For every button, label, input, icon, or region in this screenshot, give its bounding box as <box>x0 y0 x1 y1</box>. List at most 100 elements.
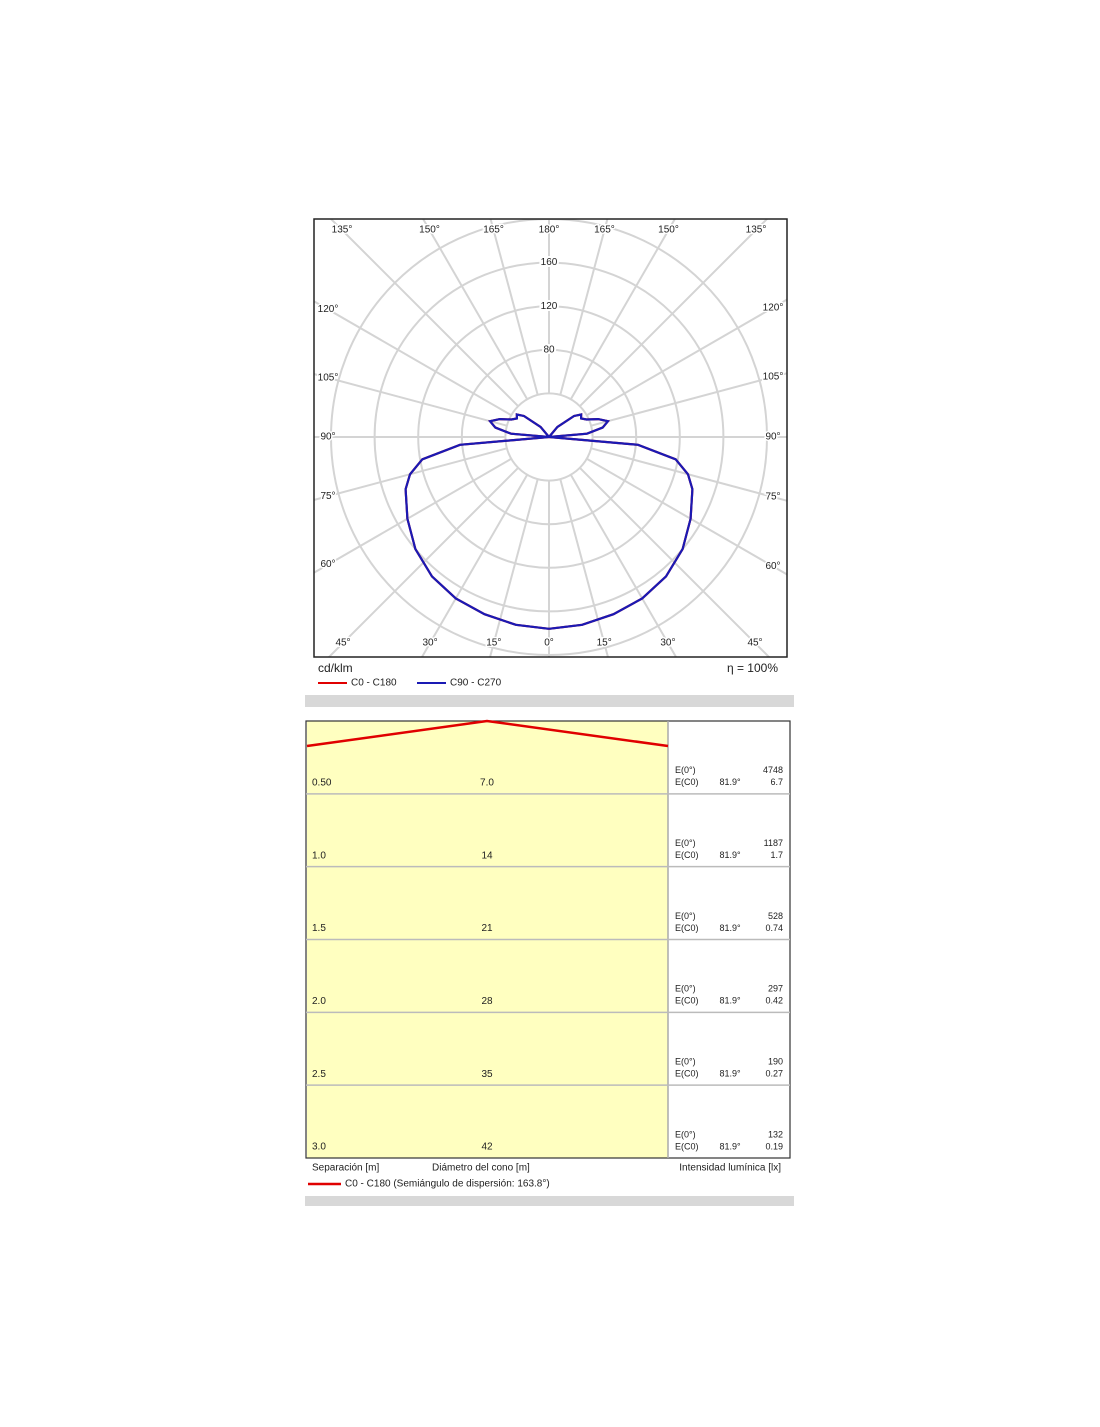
ec0-value: 0.19 <box>765 1141 783 1151</box>
cone-diagram: 0.50 7.0 E(0°) 4748 E(C0) 81.9° 6.7 1.0 14 E(0°) 1… <box>305 719 791 1190</box>
ec0-label: E(C0) <box>675 996 699 1006</box>
angle-label: 0° <box>544 638 554 649</box>
diameter: 42 <box>481 1142 493 1153</box>
angle-label: 150° <box>658 225 679 236</box>
e0-value: 528 <box>768 911 783 921</box>
ec0-angle: 81.9° <box>719 923 741 933</box>
unit-label: cd/klm <box>318 661 353 675</box>
angle-label: 15° <box>597 638 612 649</box>
cone-edge <box>306 719 669 748</box>
grid-spoke <box>569 474 678 657</box>
angle-label: 105° <box>318 372 339 383</box>
ec0-angle: 81.9° <box>719 850 741 860</box>
angle-label: 105° <box>763 372 784 383</box>
ec0-angle: 81.9° <box>719 777 741 787</box>
separation: 2.5 <box>312 1069 326 1080</box>
footer-intensity: Intensidad lumínica [lx] <box>679 1163 781 1174</box>
angle-label: 120° <box>318 304 339 315</box>
grid-spoke <box>489 478 539 657</box>
legend: C0 - C180 C90 - C270 <box>318 678 502 689</box>
diameter: 28 <box>481 996 493 1007</box>
ec0-value: 0.74 <box>765 923 783 933</box>
e0-value: 132 <box>768 1129 783 1139</box>
e0-value: 4748 <box>763 765 783 775</box>
grid-spoke <box>569 219 677 400</box>
ec0-angle: 81.9° <box>719 1141 741 1151</box>
radial-label: 80 <box>543 344 555 355</box>
diameter: 21 <box>481 923 493 934</box>
separator <box>305 695 794 707</box>
grid-spoke <box>489 219 539 396</box>
angle-label: 45° <box>747 638 762 649</box>
angle-label: 75° <box>765 492 780 503</box>
footer-separation: Separación [m] <box>312 1163 379 1174</box>
angle-label: 75° <box>320 491 335 502</box>
footer-diameter: Diámetro del cono [m] <box>432 1163 530 1174</box>
separation: 3.0 <box>312 1142 326 1153</box>
e0-label: E(0°) <box>675 838 696 848</box>
ec0-value: 1.7 <box>770 850 783 860</box>
angle-label: 60° <box>765 561 780 572</box>
grid-spoke <box>579 467 771 657</box>
grid-spoke <box>327 467 519 657</box>
grid-spoke <box>314 300 512 417</box>
e0-value: 297 <box>768 984 783 994</box>
angle-label: 60° <box>320 559 335 570</box>
ec0-label: E(C0) <box>675 777 699 787</box>
separation: 0.50 <box>312 777 332 788</box>
ec0-angle: 81.9° <box>719 1069 741 1079</box>
cone-legend: C0 - C180 (Semiángulo de dispersión: 163… <box>345 1179 550 1190</box>
angle-label: 150° <box>419 225 440 236</box>
polar-border <box>313 218 788 658</box>
polar-curves <box>404 413 694 630</box>
angle-label: 165° <box>483 225 504 236</box>
ec0-value: 0.27 <box>765 1069 783 1079</box>
efficiency-label: η = 100% <box>727 661 778 675</box>
grid-spoke <box>314 457 512 574</box>
separator <box>305 1196 794 1206</box>
grid-spoke <box>420 474 529 657</box>
grid-spoke <box>590 447 787 502</box>
ec0-label: E(C0) <box>675 850 699 860</box>
grid-spoke <box>421 219 529 400</box>
ec0-label: E(C0) <box>675 1069 699 1079</box>
grid-spoke <box>314 447 508 502</box>
angle-label: 165° <box>594 225 615 236</box>
angle-label: 90° <box>320 432 335 443</box>
e0-value: 190 <box>768 1057 783 1067</box>
e0-label: E(0°) <box>675 1129 696 1139</box>
grid-spoke <box>329 219 519 407</box>
polar-curve <box>548 413 694 630</box>
polar-curve <box>404 413 550 630</box>
diameter: 35 <box>481 1069 493 1080</box>
grid-spoke <box>579 219 769 407</box>
e0-label: E(0°) <box>675 911 696 921</box>
angle-label: 90° <box>765 432 780 443</box>
grid-spoke <box>314 372 508 427</box>
angle-label: 120° <box>763 302 784 313</box>
separation: 2.0 <box>312 996 326 1007</box>
grid-spoke <box>586 298 787 417</box>
angle-label: 30° <box>660 638 675 649</box>
e0-label: E(0°) <box>675 765 696 775</box>
ec0-label: E(C0) <box>675 923 699 933</box>
grid-spoke <box>586 457 787 576</box>
legend-label: C90 - C270 <box>450 678 502 689</box>
radial-label: 120 <box>541 301 558 312</box>
radial-label: 160 <box>541 257 558 268</box>
angle-label: 30° <box>423 638 438 649</box>
angle-label: 135° <box>746 225 767 236</box>
separation: 1.0 <box>312 850 326 861</box>
grid-spoke <box>559 478 609 657</box>
grid-spoke <box>590 372 787 427</box>
legend-label: C0 - C180 <box>351 678 397 689</box>
angle-label: 15° <box>486 638 501 649</box>
angle-label: 135° <box>332 225 353 236</box>
angle-label: 45° <box>335 638 350 649</box>
e0-label: E(0°) <box>675 1057 696 1067</box>
diameter: 14 <box>481 850 493 861</box>
angle-label: 180° <box>539 225 560 236</box>
ec0-angle: 81.9° <box>719 996 741 1006</box>
polar-grid <box>314 219 787 657</box>
